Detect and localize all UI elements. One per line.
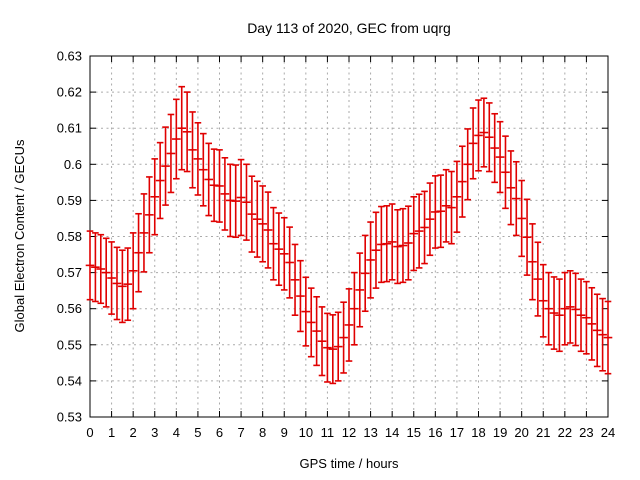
y-tick-label: 0.59: [57, 193, 82, 208]
x-tick-label: 8: [259, 425, 266, 440]
x-tick-label: 24: [601, 425, 615, 440]
y-tick-label: 0.54: [57, 373, 82, 388]
x-tick-label: 5: [194, 425, 201, 440]
x-tick-label: 12: [342, 425, 356, 440]
x-tick-label: 16: [428, 425, 442, 440]
x-tick-label: 11: [321, 425, 335, 440]
y-tick-label: 0.55: [57, 337, 82, 352]
x-tick-label: 18: [471, 425, 485, 440]
x-tick-label: 23: [579, 425, 593, 440]
y-tick-label: 0.63: [57, 49, 82, 64]
y-tick-label: 0.57: [57, 265, 82, 280]
x-tick-label: 19: [493, 425, 507, 440]
y-tick-label: 0.61: [57, 121, 82, 136]
axis-ticks: [89, 55, 609, 418]
x-tick-label: 20: [514, 425, 528, 440]
x-tick-label: 6: [216, 425, 223, 440]
x-tick-label: 22: [558, 425, 572, 440]
x-tick-label: 21: [536, 425, 550, 440]
errorbar-series: [85, 85, 613, 385]
tick-labels: 0 1 2 3 4 5 6 7 8 9 10 11 12 13 14 15 16 17 18 19 20 21 22 23 24…: [57, 49, 616, 441]
x-tick-label: 1: [108, 425, 115, 440]
x-tick-label: 9: [281, 425, 288, 440]
x-tick-label: 13: [363, 425, 377, 440]
y-tick-label: 0.58: [57, 229, 82, 244]
x-axis-label: GPS time / hours: [300, 456, 399, 471]
series-GEC: [85, 85, 613, 385]
y-tick-label: 0.6: [64, 157, 82, 172]
x-tick-label: 2: [130, 425, 137, 440]
x-tick-label: 7: [237, 425, 244, 440]
x-tick-label: 4: [173, 425, 180, 440]
chart-title: Day 113 of 2020, GEC from uqrg: [247, 20, 451, 36]
x-tick-label: 0: [86, 425, 93, 440]
y-axis-label: Global Electron Content / GECUs: [12, 139, 27, 332]
x-tick-label: 17: [450, 425, 464, 440]
x-tick-label: 15: [407, 425, 421, 440]
x-tick-label: 14: [385, 425, 399, 440]
y-tick-label: 0.62: [57, 85, 82, 100]
x-tick-label: 3: [151, 425, 158, 440]
x-tick-label: 10: [299, 425, 313, 440]
y-tick-label: 0.56: [57, 301, 82, 316]
y-tick-label: 0.53: [57, 410, 82, 425]
